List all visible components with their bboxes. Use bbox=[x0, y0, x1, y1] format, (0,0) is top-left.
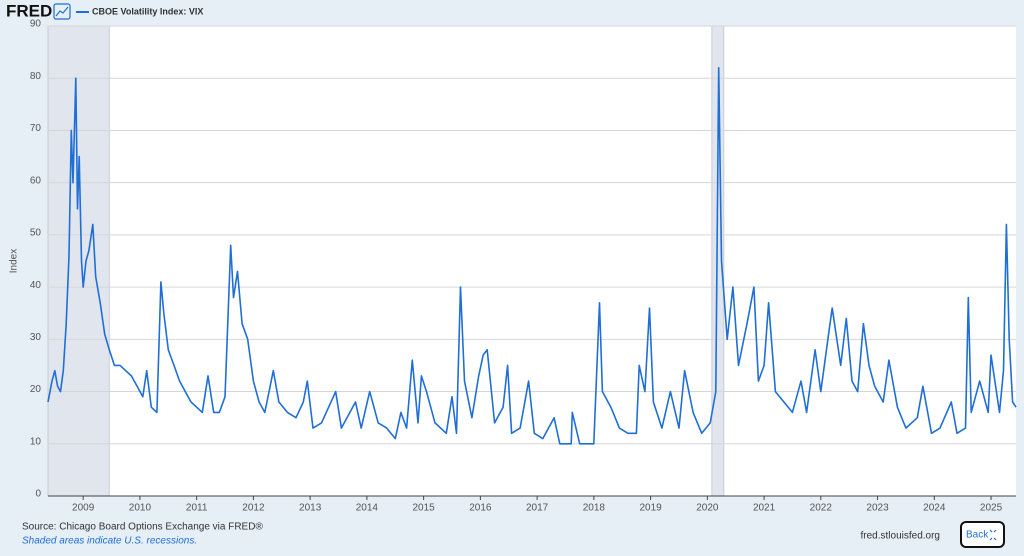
y-tick-label: 90 bbox=[30, 19, 42, 30]
x-tick-label: 2022 bbox=[810, 503, 833, 514]
x-tick-label: 2024 bbox=[923, 503, 946, 514]
recession-note: Shaded areas indicate U.S. recessions. bbox=[22, 536, 197, 547]
x-tick-label: 2017 bbox=[526, 503, 549, 514]
x-tick-label: 2012 bbox=[242, 503, 265, 514]
y-tick-label: 20 bbox=[30, 384, 42, 395]
y-tick-label: 50 bbox=[30, 228, 42, 239]
x-tick-label: 2019 bbox=[639, 503, 662, 514]
x-tick-label: 2013 bbox=[299, 503, 322, 514]
y-tick-label: 40 bbox=[30, 280, 42, 291]
x-tick-label: 2011 bbox=[186, 503, 208, 514]
y-tick-label: 0 bbox=[35, 489, 41, 500]
y-tick-label: 30 bbox=[30, 332, 42, 343]
x-tick-label: 2016 bbox=[469, 503, 492, 514]
data-line bbox=[47, 67, 1017, 445]
y-tick-label: 60 bbox=[30, 175, 42, 186]
recession-shade bbox=[47, 25, 110, 497]
legend-label: CBOE Volatility Index: VIX bbox=[92, 6, 203, 16]
x-tick-label: 2023 bbox=[866, 503, 889, 514]
x-tick-label: 2018 bbox=[583, 503, 606, 514]
plot-area bbox=[48, 26, 1016, 496]
back-button-icon[interactable] bbox=[989, 529, 997, 541]
x-tick-label: 2025 bbox=[980, 503, 1003, 514]
back-button[interactable]: Back bbox=[960, 521, 1005, 548]
logo: FRED bbox=[6, 1, 52, 20]
y-tick-label: 70 bbox=[30, 123, 42, 134]
x-tick-label: 2021 bbox=[753, 503, 776, 514]
x-tick-label: 2010 bbox=[129, 503, 152, 514]
x-tick-label: 2020 bbox=[696, 503, 719, 514]
back-button-frame[interactable] bbox=[960, 521, 1005, 548]
source: Source: Chicago Board Options Exchange v… bbox=[22, 522, 263, 533]
y-tick-label: 80 bbox=[30, 71, 42, 82]
x-tick-label: 2015 bbox=[412, 503, 435, 514]
source-url: fred.stlouisfed.org bbox=[861, 531, 941, 542]
back-button-label[interactable]: Back bbox=[966, 530, 989, 541]
logo-icon bbox=[53, 3, 71, 20]
y-axis-label: Index bbox=[9, 249, 20, 273]
x-tick-label: 2009 bbox=[72, 503, 95, 514]
x-tick-label: 2014 bbox=[356, 503, 379, 514]
y-tick-label: 10 bbox=[30, 436, 42, 447]
